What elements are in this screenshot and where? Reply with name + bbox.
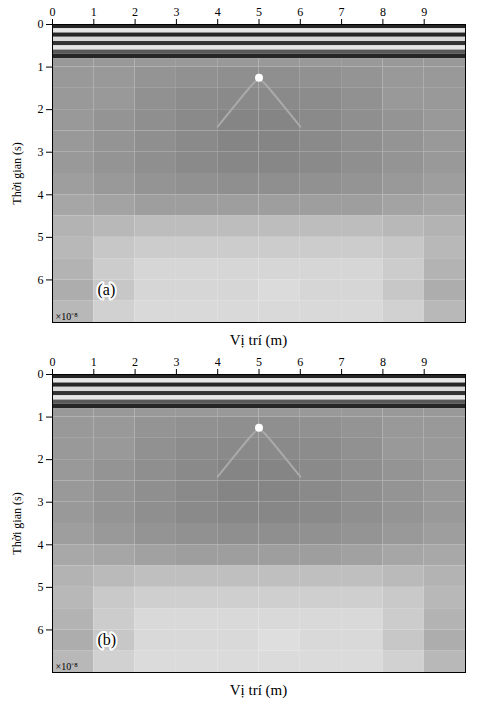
svg-text:0: 0	[50, 355, 56, 369]
svg-text:0: 0	[38, 17, 44, 31]
svg-text:3: 3	[173, 355, 179, 369]
svg-text:1: 1	[91, 5, 97, 19]
svg-text:4: 4	[38, 188, 44, 202]
svg-text:6: 6	[38, 623, 44, 637]
svg-text:1: 1	[38, 60, 44, 74]
svg-text:7: 7	[339, 355, 345, 369]
svg-text:5: 5	[256, 5, 262, 19]
svg-text:6: 6	[297, 355, 303, 369]
svg-text:5: 5	[38, 230, 44, 244]
svg-text:Thời gian (s): Thời gian (s)	[10, 142, 24, 204]
svg-text:3: 3	[38, 145, 44, 159]
svg-text:7: 7	[339, 5, 345, 19]
svg-text:4: 4	[38, 538, 44, 552]
svg-text:8: 8	[380, 5, 386, 19]
svg-text:9: 9	[421, 5, 427, 19]
svg-text:2: 2	[38, 102, 44, 116]
svg-text:4: 4	[215, 5, 221, 19]
svg-text:×10⁻⁸: ×10⁻⁸	[56, 311, 79, 322]
svg-text:4: 4	[215, 355, 221, 369]
svg-text:3: 3	[173, 5, 179, 19]
svg-text:8: 8	[380, 355, 386, 369]
svg-text:0: 0	[50, 5, 56, 19]
svg-text:(a): (a)	[98, 281, 116, 299]
svg-text:2: 2	[132, 355, 138, 369]
svg-text:3: 3	[38, 495, 44, 509]
svg-text:×10⁻⁸: ×10⁻⁸	[56, 661, 79, 672]
svg-text:1: 1	[38, 410, 44, 424]
svg-text:2: 2	[38, 452, 44, 466]
svg-text:6: 6	[38, 273, 44, 287]
svg-text:2: 2	[132, 5, 138, 19]
svg-text:0: 0	[38, 367, 44, 381]
svg-text:5: 5	[256, 355, 262, 369]
svg-text:9: 9	[421, 355, 427, 369]
svg-text:6: 6	[297, 5, 303, 19]
svg-text:1: 1	[91, 355, 97, 369]
svg-text:5: 5	[38, 580, 44, 594]
html-text:Vị trí (m): Vị trí (m)	[229, 682, 288, 698]
html-text:Vị trí (m): Vị trí (m)	[229, 332, 288, 348]
svg-text:(b): (b)	[98, 631, 117, 649]
svg-text:Thời gian (s): Thời gian (s)	[10, 492, 24, 554]
